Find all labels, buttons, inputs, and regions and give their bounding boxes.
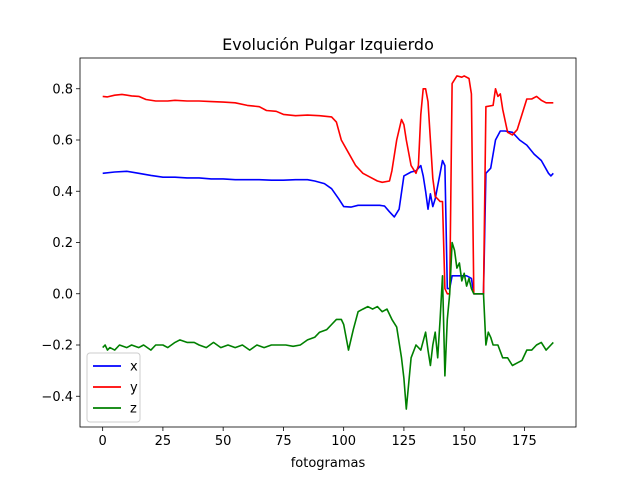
- legend: xyz: [86, 352, 141, 423]
- x-tick-label: 0: [99, 434, 107, 449]
- y-axis: −0.4 −0.2 0.0 0.2 0.4 0.6 0.8: [41, 82, 80, 405]
- y-tick-label: 0.8: [52, 82, 73, 97]
- x-tick-label: 75: [275, 434, 292, 449]
- y-tick-label: −0.2: [41, 339, 73, 354]
- legend-label-z: z: [130, 402, 137, 417]
- chart-title: Evolución Pulgar Izquierdo: [222, 35, 434, 54]
- x-axis: 0 25 50 75 100 125 150 175: [99, 427, 537, 449]
- x-tick-label: 50: [215, 434, 232, 449]
- legend-label-x: x: [130, 360, 138, 375]
- y-tick-label: 0.4: [52, 185, 73, 200]
- y-tick-label: 0.2: [52, 236, 73, 251]
- x-tick-label: 25: [155, 434, 172, 449]
- series-line-y: [102, 75, 554, 295]
- y-tick-label: −0.4: [41, 390, 73, 405]
- series-line-z: [102, 241, 554, 410]
- legend-label-y: y: [130, 381, 138, 396]
- x-tick-label: 100: [331, 434, 356, 449]
- y-tick-label: 0.6: [52, 134, 73, 149]
- x-tick-label: 150: [452, 434, 477, 449]
- x-tick-label: 175: [512, 434, 537, 449]
- x-axis-label: fotogramas: [291, 456, 366, 471]
- x-tick-label: 125: [392, 434, 417, 449]
- series-line-x: [102, 130, 554, 295]
- y-tick-label: 0.0: [52, 287, 73, 302]
